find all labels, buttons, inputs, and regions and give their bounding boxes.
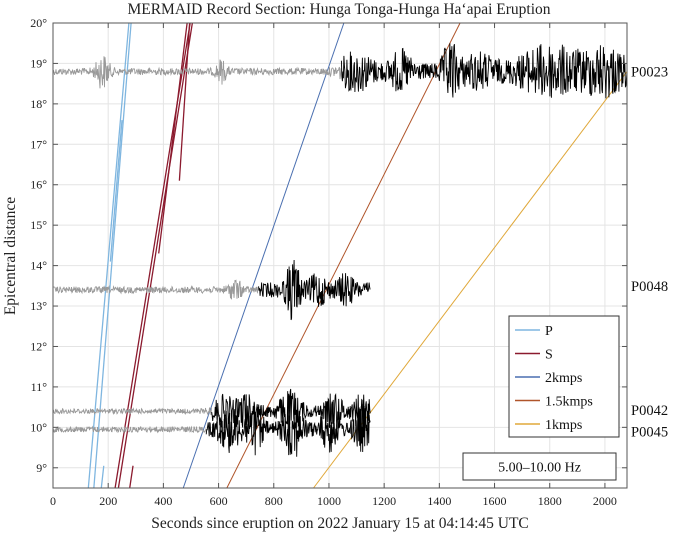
legend-label-1-5kmps: 1.5kmps bbox=[545, 395, 593, 410]
legend-label-2kmps: 2kmps bbox=[545, 371, 582, 386]
y-tick-label: 15° bbox=[30, 218, 47, 232]
trace-p0048-post bbox=[258, 259, 371, 321]
trace-p0042-post bbox=[211, 388, 371, 433]
x-tick-label: 1400 bbox=[427, 494, 451, 508]
station-label-p0045: P0045 bbox=[631, 424, 668, 440]
s-line bbox=[178, 22, 191, 181]
p-line bbox=[87, 22, 130, 489]
x-tick-label: 400 bbox=[154, 494, 172, 508]
p-line bbox=[100, 465, 105, 489]
y-tick-label: 17° bbox=[30, 137, 47, 151]
x-tick-label: 800 bbox=[265, 494, 283, 508]
station-label-p0048: P0048 bbox=[631, 279, 668, 295]
y-tick-label: 9° bbox=[36, 461, 47, 475]
station-label-p0023: P0023 bbox=[631, 65, 668, 81]
y-tick-label: 19° bbox=[30, 56, 47, 70]
y-axis-label: Epicentral distance bbox=[2, 197, 19, 315]
x-tick-label: 1000 bbox=[317, 494, 341, 508]
x-axis-label: Seconds since eruption on 2022 January 1… bbox=[151, 515, 529, 532]
trace-p0045-pre bbox=[52, 425, 207, 434]
legend-label-s: S bbox=[545, 348, 553, 363]
x-tick-label: 1800 bbox=[538, 494, 562, 508]
trace-p0042-pre bbox=[52, 407, 212, 416]
p-line bbox=[93, 22, 132, 489]
y-tick-label: 10° bbox=[30, 420, 47, 434]
station-labels: P0023 P0048 P0042 P0045 bbox=[631, 65, 668, 441]
station-label-p0042: P0042 bbox=[631, 403, 668, 419]
x-tick-label: 1600 bbox=[483, 494, 507, 508]
y-tick-label: 20° bbox=[30, 16, 47, 30]
y-tick-label: 14° bbox=[30, 259, 47, 273]
x-tick-label: 2000 bbox=[593, 494, 617, 508]
legend-label-1kmps: 1kmps bbox=[545, 418, 582, 433]
trace-p0023-pre bbox=[52, 56, 342, 89]
y-tick-label: 18° bbox=[30, 97, 47, 111]
frequency-band-box: 5.00–10.00 Hz bbox=[462, 452, 617, 481]
x-tick-label: 0 bbox=[50, 494, 56, 508]
y-tick-label: 16° bbox=[30, 178, 47, 192]
trace-p0045-post bbox=[205, 402, 371, 457]
s-line bbox=[158, 22, 188, 254]
x-tick-label: 200 bbox=[99, 494, 117, 508]
band-box bbox=[462, 452, 617, 481]
1-5kmps-line bbox=[226, 22, 461, 489]
p-line bbox=[109, 119, 123, 262]
legend: PS 2kmps 1.5kmps 1kmps bbox=[508, 315, 620, 438]
chart-title: MERMAID Record Section: Hunga Tonga-Hung… bbox=[127, 1, 550, 18]
trace-p0048-pre bbox=[52, 279, 259, 300]
seismogram-traces bbox=[52, 43, 628, 457]
y-tick-label: 11° bbox=[31, 380, 48, 394]
s-line bbox=[129, 465, 134, 489]
frequency-band-label: 5.00–10.00 Hz bbox=[498, 461, 581, 476]
x-tick-label: 600 bbox=[210, 494, 228, 508]
plot-frame bbox=[52, 22, 628, 489]
y-axis-ticks: 9° 10° 11° 12° 13° 14° 15° 16° 17° 18° 19° 20° bbox=[30, 16, 627, 475]
legend-label-p: P bbox=[545, 324, 553, 339]
s-line bbox=[117, 22, 194, 489]
y-tick-label: 13° bbox=[30, 299, 47, 313]
x-tick-label: 1200 bbox=[372, 494, 396, 508]
x-axis-ticks: 0 200 400 600 800 1000 1200 1400 1600 1800 2000 bbox=[50, 23, 617, 508]
trace-p0023-post bbox=[340, 43, 628, 99]
y-tick-label: 12° bbox=[30, 339, 47, 353]
